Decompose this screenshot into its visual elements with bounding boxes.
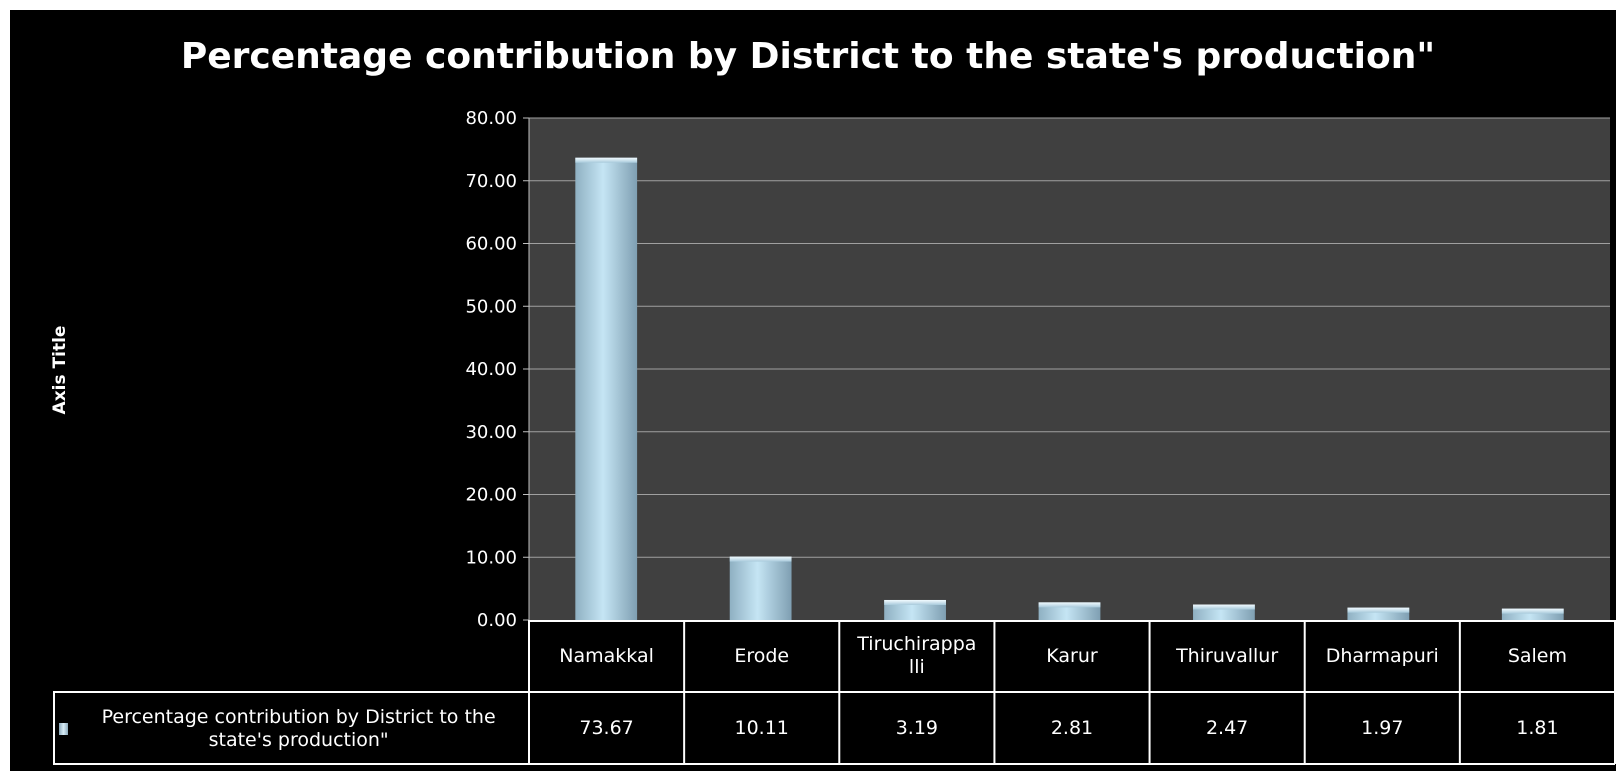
bar-top [729, 556, 792, 562]
data-table: Percentage contribution by District to t… [53, 620, 1616, 765]
bar-top [1193, 604, 1255, 610]
y-tick-label: 60.00 [465, 234, 517, 255]
data-value-label: 1.97 [1361, 717, 1404, 740]
legend-label: Percentage contribution by District to t… [101, 705, 496, 751]
category-label: Dharmapuri [1325, 644, 1439, 667]
bar [884, 599, 946, 620]
data-value-label: 2.47 [1205, 717, 1249, 740]
bar-top [575, 157, 638, 163]
data-value-label: 73.67 [579, 717, 634, 740]
category-label: Karur [1046, 644, 1098, 667]
y-tick-label: 50.00 [465, 296, 517, 317]
category-label: Salem [1507, 644, 1567, 667]
y-tick-label: 40.00 [465, 359, 517, 380]
data-value-label: 2.81 [1050, 717, 1094, 740]
category-label: Namakkal [559, 644, 654, 667]
bar-top [1501, 608, 1564, 614]
y-tick-label: 80.00 [465, 108, 517, 129]
y-tick-label: 70.00 [465, 171, 517, 192]
bar-top [1038, 602, 1101, 608]
legend-key-icon [59, 722, 69, 735]
bar-top [884, 599, 946, 605]
y-axis-ticks: 0.00 10.00 20.00 30.00 40.00 50.00 60.00 70.00 8… [465, 108, 530, 631]
category-label: Erode [734, 644, 790, 667]
bars [575, 157, 1564, 620]
data-value-label: 3.19 [895, 717, 938, 740]
category-label: Tiruchirappa lli [857, 633, 977, 678]
y-tick-label: 0.00 [477, 610, 517, 631]
gridlines [529, 117, 1610, 558]
chart-title: Percentage contribution by District to t… [180, 36, 1436, 77]
bar [575, 157, 638, 620]
y-tick-label: 30.00 [465, 422, 517, 443]
y-tick-label: 10.00 [465, 547, 517, 568]
legend-entry: Percentage contribution by District to t… [53, 692, 529, 765]
data-value-label: 10.11 [734, 717, 789, 740]
y-tick-label: 20.00 [465, 485, 517, 506]
data-value-label: 1.81 [1516, 717, 1559, 740]
table-gridlines [53, 620, 1616, 765]
bar [729, 556, 792, 620]
category-label: Thiruvallur [1176, 644, 1279, 667]
bar-top [1347, 607, 1410, 613]
bar [1501, 608, 1564, 620]
